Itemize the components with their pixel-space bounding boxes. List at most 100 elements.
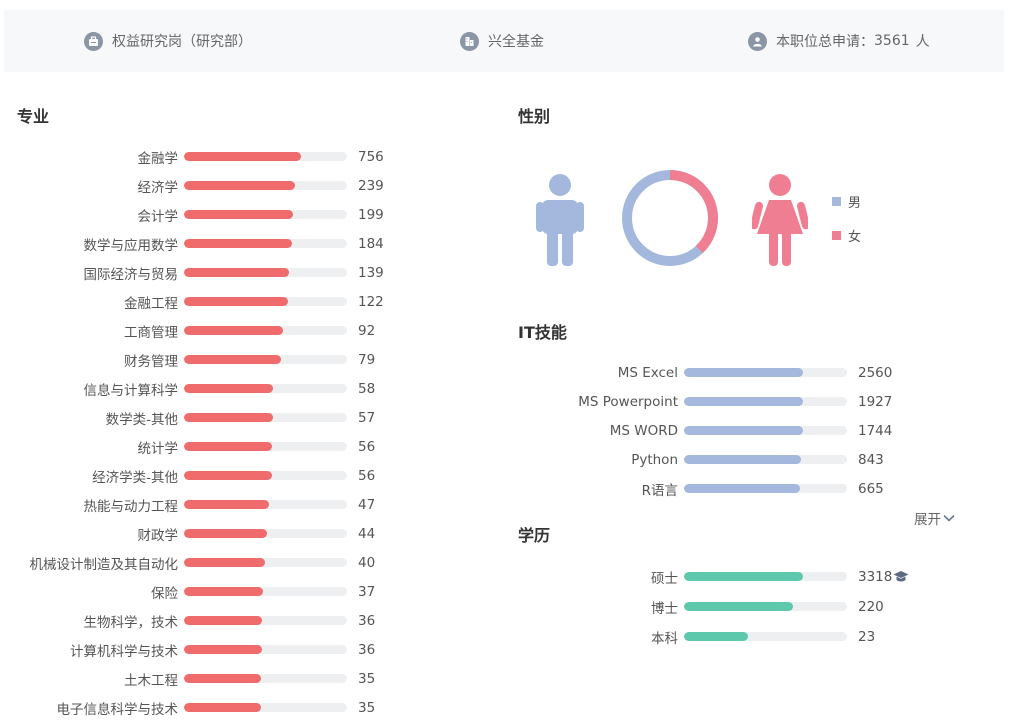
bar-value-text: 79 [358,351,376,368]
bar-value-text: 1744 [858,422,893,439]
gender-title: 性别 [518,107,551,126]
bar-track [684,632,847,641]
bar-value: 92 [358,323,375,339]
bar-value: 23 [858,629,875,645]
bar-value: 2560 [858,365,892,381]
expand-button[interactable]: 展开 [914,508,955,528]
bar-value: 47 [358,497,375,513]
bar-value: 57 [358,410,375,426]
bar-row: 数学类-其他 57 [0,403,376,432]
bar-fill [684,632,748,641]
bar-row: 经济学 239 [0,171,384,200]
bar-label: 硕士 [651,570,678,587]
bar-label: 电子信息科学与技术 [56,701,179,718]
bar-fill [184,500,269,509]
female-share-arc [622,170,718,266]
bar-label: 金融工程 [124,295,178,312]
applicants-count: 3561 [874,33,910,49]
bar-track [184,703,347,712]
legend-male: 男 [832,192,861,211]
bar-row: 财务管理 79 [0,345,375,374]
bar-value-text: 56 [358,467,376,484]
applicants-unit: 人 [915,34,930,50]
bar-value-text: 665 [858,480,884,497]
bar-row: R语言 665 [498,474,884,503]
bar-label: 博士 [651,600,678,617]
bar-track [684,368,847,377]
bar-label: 计算机科学与技术 [70,643,178,660]
bar-row: 热能与动力工程 47 [0,490,376,519]
female-figure-icon [752,174,808,266]
bar-track [184,529,347,538]
bar-value: 58 [358,381,375,397]
bar-value: 35 [358,700,375,716]
bar-fill [184,384,273,393]
bar-track [684,484,847,493]
bar-value-text: 36 [358,612,376,629]
bar-track [184,413,347,422]
bar-row: 土木工程 35 [0,664,375,693]
bar-label: Python [631,451,678,468]
bar-value: 37 [358,584,375,600]
bar-value: 184 [358,236,384,252]
bar-label: 国际经济与贸易 [83,266,179,283]
legend-female-label: 女 [848,230,862,245]
bar-value: 1927 [858,394,892,410]
legend-female-swatch [832,231,841,240]
bar-track [684,426,847,435]
bar-value-text: 36 [358,641,376,658]
bar-fill [184,442,273,451]
bar-row: 电子信息科学与技术 35 [0,693,376,722]
bar-fill [684,484,800,493]
bar-track [684,455,847,464]
bar-fill [184,587,264,596]
bar-value-text: 239 [358,177,384,194]
bar-value: 40 [358,555,375,571]
bar-value-text: 3318 [858,568,893,585]
bar-value: 756 [358,149,384,165]
briefcase-icon [84,31,103,51]
bar-track [184,558,347,567]
job-position: 权益研究岗（研究部） [84,30,252,52]
bar-value: 3318 [858,569,909,585]
bar-fill [684,426,803,435]
bar-fill [184,210,294,219]
bar-row: 信息与计算科学 58 [0,374,376,403]
bar-label: 统计学 [137,440,179,457]
bar-value-text: 184 [358,235,384,252]
bar-fill [184,268,290,277]
bar-fill [184,413,273,422]
bar-label: 信息与计算科学 [83,382,179,399]
applicants-prefix: 本职位总申请： [776,34,874,50]
bar-label: 会计学 [137,208,179,225]
bar-value: 139 [358,265,384,281]
bar-track [684,602,847,611]
bar-value: 56 [358,439,375,455]
expand-label: 展开 [914,512,941,528]
bar-track [184,471,347,480]
bar-label: 土木工程 [124,672,178,689]
bar-track [684,397,847,406]
bar-value: 44 [358,526,375,542]
bar-fill [184,355,281,364]
bar-label: 本科 [651,630,678,647]
bar-value-text: 843 [858,451,884,468]
bar-value-text: 58 [358,380,376,397]
bar-value-text: 2560 [858,364,893,381]
bar-track [184,297,347,306]
bar-value-text: 37 [358,583,376,600]
bar-label: 机械设计制造及其自动化 [29,556,179,573]
bar-label: 财政学 [137,527,179,544]
bar-fill [184,674,262,683]
bar-value-text: 139 [358,264,384,281]
bar-row: 国际经济与贸易 139 [0,258,384,287]
bar-track [184,239,347,248]
bar-value: 36 [358,642,375,658]
bar-value-text: 199 [358,206,384,223]
bar-fill [184,181,295,190]
bar-value: 36 [358,613,375,629]
bar-value-text: 1927 [858,393,893,410]
bar-value: 1744 [858,423,892,439]
bar-value-text: 35 [358,670,376,687]
bar-value-text: 220 [858,598,884,615]
